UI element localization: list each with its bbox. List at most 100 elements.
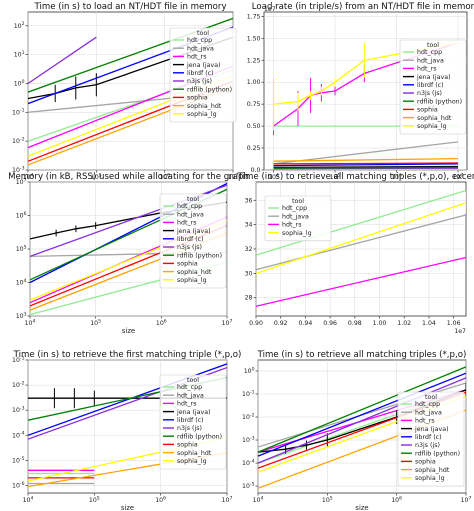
- legend-title: tool: [427, 42, 439, 49]
- tick-label: 105: [322, 495, 333, 504]
- legend-label-sophia-lg: sophia_lg: [415, 475, 445, 482]
- series-line-jena-java: [273, 165, 459, 169]
- legend-label-n3js-js: n3js (js): [417, 90, 442, 97]
- legend-label-jena-java: jena (java): [414, 426, 449, 433]
- tick-label: 10-4: [242, 458, 255, 467]
- legend-label-jena-java: jena (java): [416, 74, 451, 81]
- chart-title: Time (in s) to retrieve the first matchi…: [13, 350, 242, 360]
- tick-label: 10-1: [12, 108, 25, 117]
- legend-label-sophia-hdt: sophia_hdt: [177, 450, 212, 457]
- tick-label: 104: [253, 495, 264, 504]
- legend-label-sophia-hdt: sophia_hdt: [417, 115, 452, 122]
- tick-label: 0.94: [299, 320, 313, 327]
- series-line-rdflib-python: [273, 166, 459, 169]
- chart-title: Load rate (in triple/s) from an NT/HDT f…: [252, 2, 474, 12]
- legend-label-hdt-java: hdt_java: [187, 45, 214, 52]
- legend-box: [397, 391, 465, 487]
- series-line-rdflib-python: [258, 366, 466, 453]
- legend-label-hdt-cpp: hdt_cpp: [177, 203, 202, 210]
- legend-label-hdt-java: hdt_java: [177, 211, 204, 218]
- legend-label-hdt-cpp: hdt_cpp: [415, 401, 440, 408]
- tick-label: 0.75: [247, 101, 261, 108]
- tick-label: 104: [23, 172, 34, 181]
- tick-label: 1.02: [397, 320, 411, 327]
- tick-label: 0.25: [247, 145, 261, 152]
- legend-label-sophia: sophia: [177, 261, 198, 268]
- tick-label: 36: [245, 197, 253, 204]
- chart-title: Time (in s) to load an NT/HDT file in me…: [33, 2, 226, 12]
- legend-label-sophia-lg: sophia_lg: [177, 277, 207, 284]
- legend-title: tool: [292, 198, 304, 205]
- legend-title: tool: [187, 377, 199, 384]
- legend-label-hdt-cpp: hdt_cpp: [187, 37, 212, 44]
- legend-label-rdflib-python: rdflib (python): [415, 450, 460, 457]
- tick-label: 10-3: [12, 165, 25, 174]
- legend-box: [399, 39, 467, 135]
- tick-label: 103: [16, 311, 27, 320]
- legend-label-hdt-rs: hdt_rs: [177, 220, 196, 227]
- legend-label-jena-java: jena (java): [176, 228, 211, 235]
- legend-label-sophia-lg: sophia_lg: [282, 230, 312, 237]
- tick-label: 0.90: [249, 320, 263, 327]
- chart-panel-6: 104 105 106 107 10-5 10-4 10-3 10-2 10-1 100Time …: [242, 350, 471, 511]
- chart-title: Time (in s) to retrieve all matching tri…: [257, 350, 467, 360]
- legend-label-hdt-cpp: hdt_cpp: [177, 384, 202, 391]
- legend-label-sophia: sophia: [415, 459, 436, 466]
- tick-label: 104: [25, 318, 36, 327]
- tick-label: 104: [16, 278, 27, 287]
- series-line-n3js-js: [28, 36, 97, 85]
- tick-label: 28: [245, 295, 253, 302]
- tick-label: 107: [222, 495, 233, 504]
- tick-label: 102: [14, 21, 25, 30]
- series-group: [256, 189, 466, 307]
- legend-label-librdf-c: librdf (c): [417, 82, 444, 89]
- tick-label: 106: [159, 172, 170, 181]
- tick-label: 105: [89, 495, 100, 504]
- tick-label: 10-2: [12, 137, 25, 146]
- legend-label-sophia: sophia: [417, 107, 438, 114]
- tick-label: 107: [453, 172, 464, 181]
- tick-label: 0.98: [348, 320, 362, 327]
- tick-label: 106: [155, 495, 166, 504]
- legend-label-hdt-java: hdt_java: [177, 392, 204, 399]
- series-line-sophia-lg: [256, 202, 466, 275]
- tick-label: 100: [14, 79, 25, 88]
- tick-label: 105: [16, 244, 27, 253]
- legend-label-sophia: sophia: [177, 442, 198, 449]
- legend-label-hdt-java: hdt_java: [415, 409, 442, 416]
- legend-label-librdf-c: librdf (c): [187, 70, 214, 77]
- legend-label-hdt-rs: hdt_rs: [187, 54, 206, 61]
- legend-title: tool: [197, 30, 209, 37]
- tick-label: 10-5: [12, 456, 25, 465]
- tick-label: 30: [245, 270, 253, 277]
- tick-label: 106: [391, 495, 402, 504]
- legend-box: [169, 27, 237, 123]
- tick-label: 10-3: [12, 406, 25, 415]
- tick-label: 106: [156, 318, 167, 327]
- legend-label-hdt-java: hdt_java: [417, 57, 444, 64]
- legend-label-sophia-lg: sophia_lg: [417, 123, 447, 130]
- legend-label-hdt-rs: hdt_rs: [177, 401, 196, 408]
- series-line-hdt-rs: [256, 256, 466, 307]
- series-line-librdf-c: [273, 163, 459, 167]
- tick-label: 10-5: [242, 481, 255, 490]
- tick-label: 1.04: [422, 320, 436, 327]
- legend-label-sophia-lg: sophia_lg: [187, 111, 217, 118]
- legend-title: tool: [187, 196, 199, 203]
- series-line-hdt-java: [256, 214, 466, 271]
- legend-box: [264, 195, 332, 242]
- legend-label-sophia-lg: sophia_lg: [177, 458, 207, 465]
- legend-label-rdflib-python: rdflib (python): [417, 98, 462, 105]
- series-line-hdt-cpp: [256, 189, 466, 256]
- tick-label: 34: [245, 222, 253, 229]
- legend-label-sophia: sophia: [187, 95, 208, 102]
- series-group: [273, 42, 459, 170]
- legend-label-n3js-js: n3js (js): [177, 244, 202, 251]
- chart-panel-2: 104 105 106 107 0.0 0.25 0.50 0.75 1.00 1.25 1.50 1…: [247, 2, 474, 189]
- tick-label: 1.50: [247, 35, 261, 42]
- chart-panel-4: 0.90 0.92 0.94 0.96 0.98 1.00 1.02 1.04 1.06 28 30…: [237, 172, 474, 335]
